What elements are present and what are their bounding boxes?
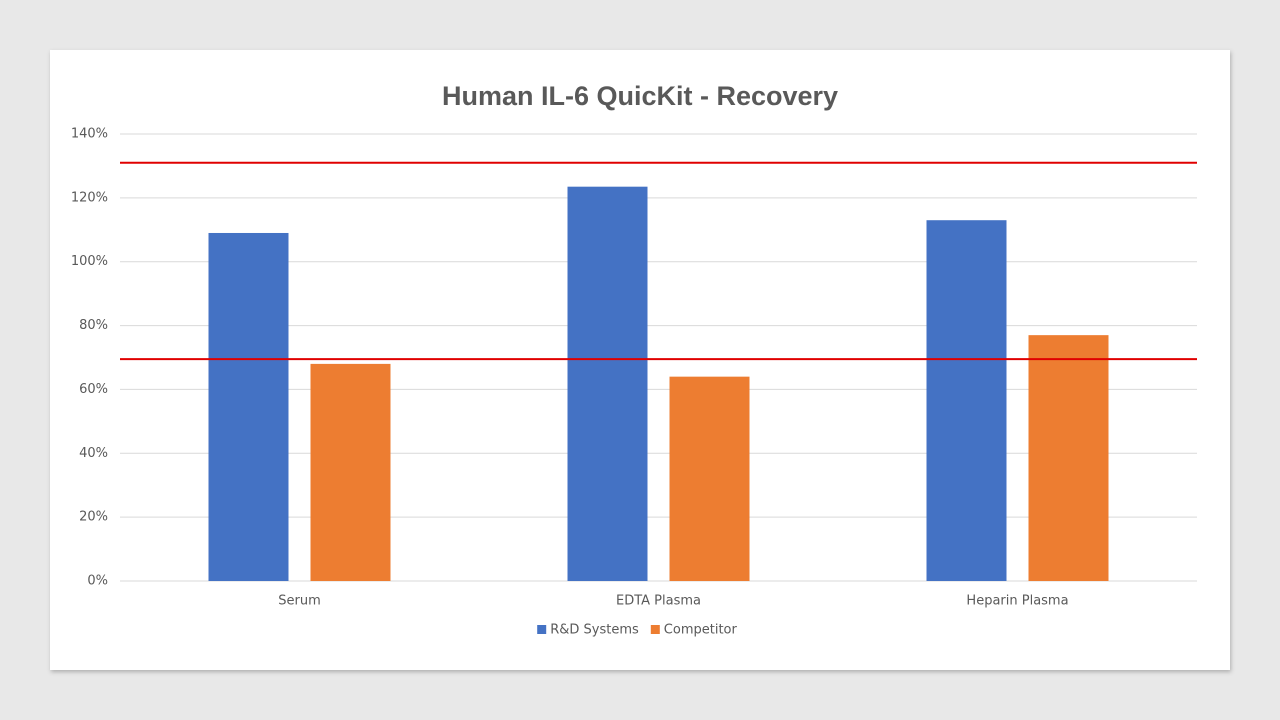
- legend-swatch: [650, 625, 660, 634]
- legend-swatch: [537, 625, 547, 634]
- y-tick-label: 80%: [79, 318, 108, 333]
- bar: [669, 376, 750, 581]
- bar: [1028, 335, 1109, 581]
- y-tick-label: 20%: [79, 510, 108, 525]
- x-tick-label: Serum: [278, 594, 321, 609]
- bar: [310, 363, 391, 581]
- x-tick-label: Heparin Plasma: [966, 594, 1068, 609]
- legend-label: R&D Systems: [550, 623, 639, 638]
- bar: [567, 186, 648, 582]
- y-tick-label: 40%: [79, 446, 108, 461]
- y-tick-label: 0%: [87, 574, 108, 589]
- y-tick-label: 140%: [71, 127, 108, 142]
- bar: [208, 232, 289, 581]
- y-tick-label: 100%: [71, 254, 108, 269]
- legend-label: Competitor: [664, 623, 738, 638]
- bar: [926, 220, 1007, 581]
- chart-title: Human IL-6 QuicKit - Recovery: [442, 81, 838, 111]
- x-tick-label: EDTA Plasma: [616, 594, 701, 609]
- y-tick-label: 60%: [79, 382, 108, 397]
- y-tick-label: 120%: [71, 190, 108, 205]
